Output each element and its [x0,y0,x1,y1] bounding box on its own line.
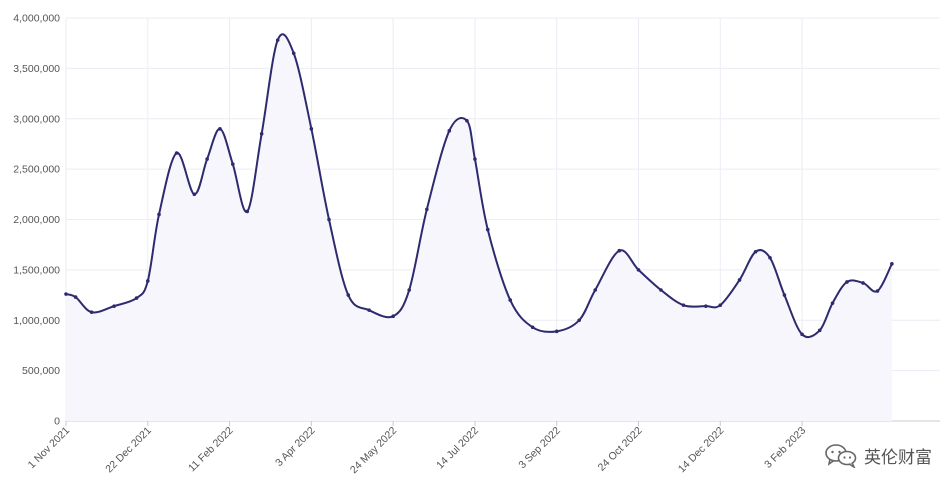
y-tick-label: 500,000 [22,365,60,377]
data-point [245,209,250,214]
y-tick-label: 1,500,000 [13,264,60,276]
data-point [145,279,150,283]
data-point [391,314,395,319]
y-tick-label: 3,500,000 [13,63,60,75]
data-point [617,248,622,253]
data-point [593,288,598,292]
data-point [681,303,686,307]
x-tick-label: 24 Oct 2022 [596,425,645,474]
data-point [134,296,139,300]
data-point [291,51,296,56]
data-point [718,303,723,307]
y-axis: 0 500,000 1,000,000 1,500,000 2,000,000 2,500… [13,13,60,428]
x-tick-label: 11 Feb 2022 [186,425,236,475]
y-tick-label: 2,000,000 [13,214,60,226]
data-point [830,301,835,305]
data-point [157,212,161,217]
data-point [704,304,708,308]
data-point [73,295,78,299]
y-tick-label: 3,000,000 [13,113,60,125]
watermark: 英伦财富 [824,442,932,468]
data-point [89,310,94,314]
x-tick-label: 3 Sep 2022 [516,425,563,472]
data-point [192,192,197,197]
data-point [367,308,371,312]
data-point [530,325,535,330]
data-point [327,217,331,222]
data-point [485,227,490,232]
data-point [309,127,314,131]
data-point [875,289,880,293]
data-point [64,292,68,296]
data-point [659,288,663,292]
y-tick-label: 1,000,000 [13,315,60,327]
wechat-icon [824,442,858,468]
data-point [817,328,822,333]
data-point [259,132,264,136]
data-point [218,127,222,131]
data-point [346,293,351,297]
watermark-text: 英伦财富 [864,447,932,468]
data-point [425,207,429,212]
data-point [230,162,235,166]
data-point [205,157,209,161]
x-tick-label: 1 Nov 2021 [26,425,73,472]
data-point [861,281,865,285]
data-point [737,278,742,282]
data-point [577,318,581,323]
x-tick-label: 3 Apr 2022 [273,425,318,470]
data-point [465,118,469,123]
data-point [508,298,513,302]
data-point [636,268,641,272]
data-point [845,280,849,284]
x-tick-label: 14 Dec 2022 [676,425,727,476]
x-tick-label: 24 May 2022 [348,425,400,477]
x-tick-label: 22 Dec 2021 [103,425,154,476]
data-point [782,293,787,297]
data-point [275,38,280,42]
data-point [407,288,411,292]
data-point [174,151,179,155]
y-tick-label: 2,500,000 [13,164,60,176]
x-axis: 1 Nov 2021 22 Dec 2021 11 Feb 2022 3 Apr 20… [26,425,809,477]
data-point [890,262,894,266]
data-point [554,329,559,334]
y-tick-label: 0 [54,416,60,428]
data-point [753,249,758,254]
data-points [64,38,894,337]
x-tick-label: 14 Jul 2022 [434,425,481,472]
data-point [447,129,452,133]
data-point [112,304,116,308]
y-tick-label: 4,000,000 [13,13,60,25]
data-point [800,332,804,337]
data-point [473,157,477,161]
x-tick-label: 3 Feb 2023 [762,425,808,471]
data-point [768,255,772,260]
area-fill [66,34,892,422]
